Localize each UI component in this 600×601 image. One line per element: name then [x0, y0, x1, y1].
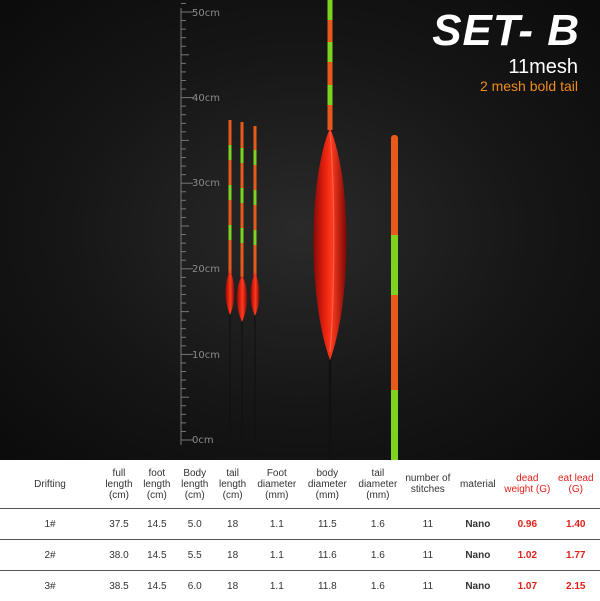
column-header: full length (cm)	[100, 460, 138, 509]
table-cell: 3#	[0, 571, 100, 601]
set-title: SET- B	[432, 6, 580, 56]
column-header: foot length (cm)	[138, 460, 176, 509]
table-cell: 1.6	[353, 509, 404, 540]
ruler-tick-50: 50cm	[192, 8, 220, 19]
table-cell: 2.15	[552, 571, 600, 601]
table-cell: 1.1	[252, 509, 303, 540]
product-photo: 50cm 40cm 30cm 20cm 10cm 0cm SET- B 11me…	[0, 0, 600, 460]
table-cell: Nano	[453, 509, 504, 540]
ruler-tick-0: 0cm	[192, 435, 214, 446]
column-header: tail diameter (mm)	[353, 460, 404, 509]
table-cell: 1.1	[252, 571, 303, 601]
column-header: eat lead (G)	[552, 460, 600, 509]
ruler-tick-20: 20cm	[192, 264, 220, 275]
table-cell: 38.0	[100, 540, 138, 571]
table-cell: Nano	[453, 571, 504, 601]
table-cell: 5.0	[176, 509, 214, 540]
column-header: body diameter (mm)	[302, 460, 353, 509]
column-header: number of stitches	[403, 460, 452, 509]
table-cell: 1.40	[552, 509, 600, 540]
table-cell: 1#	[0, 509, 100, 540]
column-header: dead weight (G)	[503, 460, 551, 509]
table-cell: 1.02	[503, 540, 551, 571]
table-cell: 14.5	[138, 540, 176, 571]
table-cell: 38.5	[100, 571, 138, 601]
table-cell: 11.5	[302, 509, 353, 540]
table-cell: 2#	[0, 540, 100, 571]
column-header: Drifting	[0, 460, 100, 509]
table-cell: Nano	[453, 540, 504, 571]
table-cell: 37.5	[100, 509, 138, 540]
column-header: Body length (cm)	[176, 460, 214, 509]
tail-float	[391, 135, 398, 460]
ruler-tick-10: 10cm	[192, 350, 220, 361]
table-cell: 1.1	[252, 540, 303, 571]
table-cell: 0.96	[503, 509, 551, 540]
ruler-tick-30: 30cm	[192, 178, 220, 189]
large-float	[314, 0, 347, 460]
table-cell: 5.5	[176, 540, 214, 571]
tail-label: 2 mesh bold tail	[480, 78, 578, 94]
column-header: tail length (cm)	[214, 460, 252, 509]
table-cell: 11.6	[302, 540, 353, 571]
table-cell: 18	[214, 571, 252, 601]
ruler	[181, 3, 193, 445]
table-cell: 6.0	[176, 571, 214, 601]
table-cell: 1.07	[503, 571, 551, 601]
mesh-label: 11mesh	[508, 56, 578, 79]
table-cell: 18	[214, 540, 252, 571]
table-cell: 11	[403, 509, 452, 540]
table-cell: 1.6	[353, 571, 404, 601]
table-cell: 11.8	[302, 571, 353, 601]
table-cell: 1.6	[353, 540, 404, 571]
column-header: Foot diameter (mm)	[252, 460, 303, 509]
table-cell: 14.5	[138, 509, 176, 540]
table-cell: 14.5	[138, 571, 176, 601]
table-cell: 11	[403, 540, 452, 571]
table-cell: 1.77	[552, 540, 600, 571]
column-header: material	[453, 460, 504, 509]
ruler-tick-40: 40cm	[192, 93, 220, 104]
table-cell: 18	[214, 509, 252, 540]
small-floats	[226, 120, 260, 450]
table-cell: 11	[403, 571, 452, 601]
